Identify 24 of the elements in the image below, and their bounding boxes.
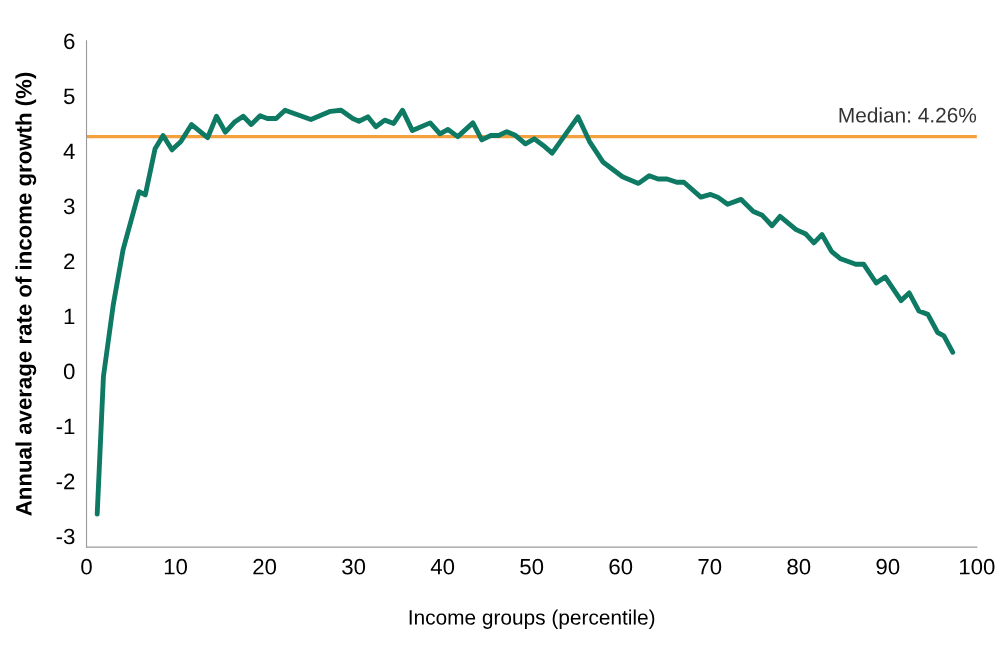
y-tick-label: -2 bbox=[56, 473, 75, 490]
x-tick-label: 100 bbox=[959, 558, 995, 575]
y-tick-label: -3 bbox=[56, 528, 75, 545]
y-tick-label: 1 bbox=[64, 308, 75, 325]
y-tick-label: 6 bbox=[64, 33, 75, 50]
y-axis-title: Annual average rate of income growth (%) bbox=[15, 72, 37, 516]
x-tick-label: 10 bbox=[164, 558, 188, 575]
x-tick-label: 40 bbox=[430, 558, 455, 575]
x-axis-title: Income groups (percentile) bbox=[409, 609, 655, 629]
ref-line-label: Median: 4.26% bbox=[839, 107, 977, 123]
x-tick-label: 90 bbox=[876, 558, 900, 575]
y-tick-label: 5 bbox=[63, 88, 75, 105]
y-tick-label: 3 bbox=[63, 198, 75, 215]
x-tick-label: 70 bbox=[698, 558, 722, 575]
y-tick-label: -1 bbox=[56, 418, 75, 435]
y-tick-label: 4 bbox=[63, 143, 75, 159]
x-tick-label: 50 bbox=[520, 558, 544, 575]
x-tick-label: 60 bbox=[609, 558, 633, 575]
y-tick-label: 2 bbox=[64, 253, 75, 270]
y-tick-label: 0 bbox=[63, 363, 75, 380]
x-tick-label: 0 bbox=[81, 558, 92, 575]
x-tick-label: 80 bbox=[787, 558, 811, 575]
x-tick-label: 30 bbox=[342, 558, 366, 575]
x-tick-label: 20 bbox=[253, 558, 277, 575]
